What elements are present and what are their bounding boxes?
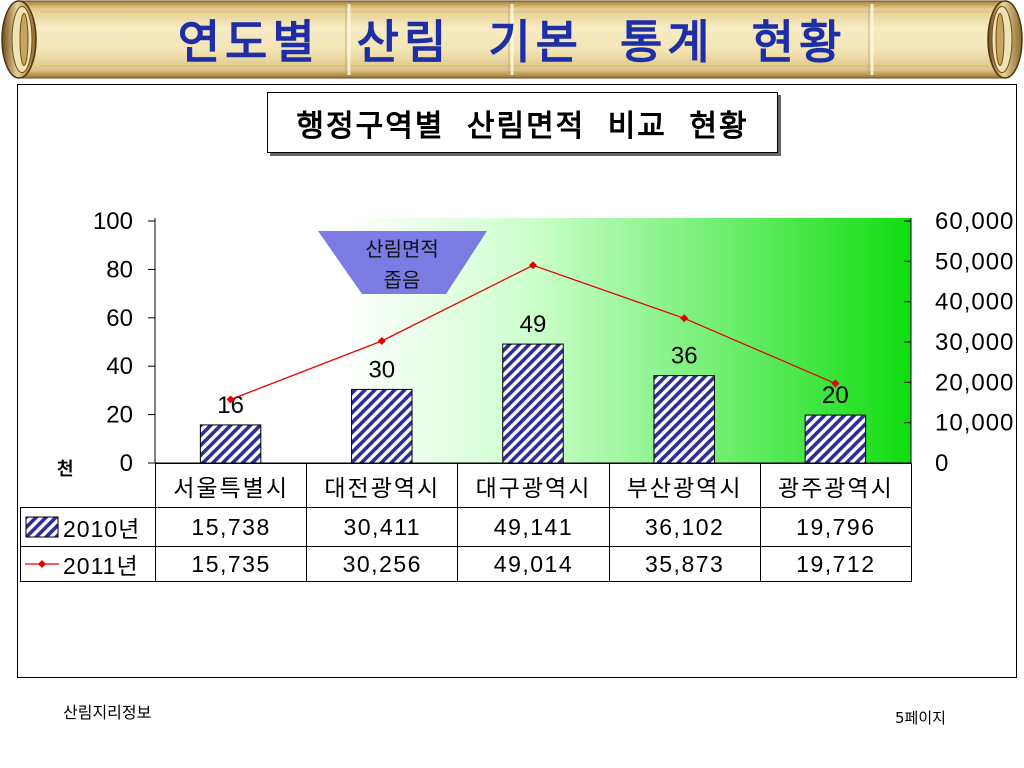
category-header: 서울특별시 <box>154 463 308 508</box>
bar-3 <box>502 343 564 464</box>
category-header: 광주광역시 <box>759 463 912 508</box>
right-axis-tick-label: 0 <box>935 450 949 477</box>
table-cell: 30,256 <box>306 546 459 582</box>
chart-title-box: 행정구역별 산림면적 비교 현황 <box>267 92 778 153</box>
page-title: 연도별 산림 기본 통계 현황 <box>177 15 847 69</box>
table-header-row: 서울특별시 대전광역시 대구광역시 부산광역시 광주광역시 <box>20 463 912 508</box>
legend-cell-2011: 2011년 <box>20 546 156 582</box>
table-cell: 49,141 <box>457 507 610 547</box>
table-cell: 19,796 <box>759 507 912 547</box>
table-cell: 49,014 <box>457 546 610 582</box>
chart-title: 행정구역별 산림면적 비교 현황 <box>296 108 749 144</box>
red-line-diamond-legend-icon <box>25 560 59 568</box>
bar-data-label: 49 <box>520 311 547 338</box>
left-axis-tick-label: 60 <box>106 305 133 332</box>
callout-line-1: 산림면적 <box>365 237 439 261</box>
bar-2 <box>351 388 413 464</box>
table-cell: 30,411 <box>306 507 459 547</box>
legend-cell-2010: 2010년 <box>20 507 156 547</box>
callout-narrow-forest-area: 산림면적 좁음 <box>318 231 487 294</box>
table-cell: 35,873 <box>608 546 761 582</box>
right-axis-tick-label: 10,000 <box>935 410 1014 437</box>
bar-4 <box>653 375 715 464</box>
line-point-4 <box>680 314 689 323</box>
right-axis-tick-label: 40,000 <box>935 289 1014 316</box>
chart-data-table: 서울특별시 대전광역시 대구광역시 부산광역시 광주광역시 2010년 15,7… <box>20 463 912 582</box>
chart-marks: 100 80 60 40 20 0 60,000 50,000 40,000 30,000 20,0… <box>93 208 1014 477</box>
left-axis-tick-label: 80 <box>106 256 133 283</box>
right-axis-tick-label: 20,000 <box>935 369 1014 396</box>
title-scroll-banner <box>1 0 1023 79</box>
slide-frame <box>17 84 1017 678</box>
table-cell: 36,102 <box>608 507 761 547</box>
bar-1 <box>199 424 262 464</box>
line-point-3 <box>529 261 537 270</box>
footer-source-label: 산림지리정보 <box>63 703 152 722</box>
bar-5 <box>804 414 867 464</box>
right-axis-tick-label: 50,000 <box>935 248 1014 275</box>
page-number: 5페이지 <box>895 709 946 727</box>
category-header: 대전광역시 <box>306 463 459 508</box>
callout-line-2: 좁음 <box>384 268 421 292</box>
line-point-1 <box>226 395 235 404</box>
table-row: 2010년 15,738 30,411 49,141 36,102 19,796 <box>20 507 912 547</box>
table-corner-cell <box>20 463 156 508</box>
right-axis-tick-label: 60,000 <box>935 208 1014 235</box>
legend-label: 2010년 <box>63 516 141 542</box>
category-header: 부산광역시 <box>608 463 761 508</box>
right-axis-tick-label: 30,000 <box>935 329 1014 356</box>
hatched-bar-legend-icon <box>25 516 59 538</box>
table-row: 2011년 15,735 30,256 49,014 35,873 19,712 <box>20 546 912 582</box>
bar-data-label: 30 <box>368 356 395 383</box>
scroll-left-roll <box>1 0 37 79</box>
line-point-2 <box>377 336 386 345</box>
line-point-5 <box>831 379 840 388</box>
table-cell: 19,712 <box>759 546 912 582</box>
left-axis-tick-label: 20 <box>106 402 133 429</box>
bar-data-label: 36 <box>671 343 698 370</box>
callout-trapezoid <box>318 231 487 294</box>
legend-label: 2011년 <box>63 553 139 579</box>
left-axis-tick-label: 100 <box>93 208 133 235</box>
scroll-right-roll <box>987 0 1023 79</box>
table-cell: 15,735 <box>154 546 308 582</box>
table-cell: 15,738 <box>154 507 308 547</box>
left-axis-tick-label: 40 <box>106 353 133 380</box>
category-header: 대구광역시 <box>457 463 610 508</box>
